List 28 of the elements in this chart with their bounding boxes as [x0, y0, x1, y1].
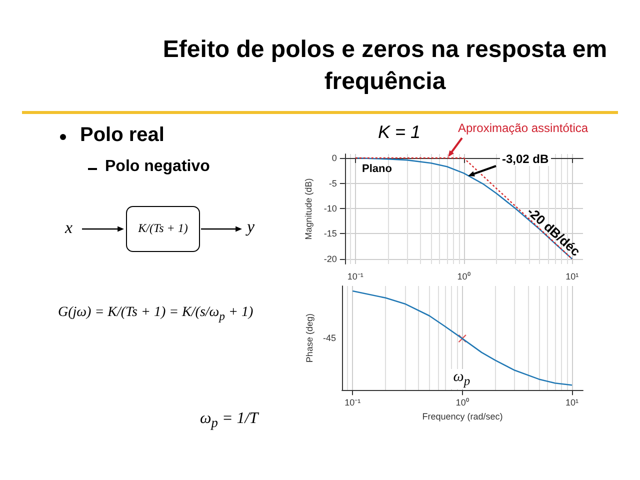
y-axis-title: Magnitude (dB) [304, 178, 314, 240]
text: ω$_{p}$ = 1/T [200, 410, 258, 432]
x-tick-label: 10⁰ [457, 272, 470, 282]
text: K = 1 [378, 122, 421, 143]
x-axis-title: Frequency (rad/sec) [422, 412, 503, 422]
x-tick-label: 10¹ [565, 398, 578, 408]
annotation: Plano [362, 163, 392, 175]
y-tick-label: -15 [324, 228, 337, 239]
y-tick-label: -5 [328, 178, 337, 188]
y-tick-label: 0 [332, 153, 337, 164]
text: -45 [323, 332, 336, 343]
x-tick-label: 10⁰ [456, 398, 469, 408]
annotation: ω$_{p}$ [449, 368, 474, 389]
y-tick-label: -20 [324, 254, 337, 264]
x-tick-label: 10⁻¹ [347, 272, 364, 282]
text: Aproximação assintótica [458, 121, 588, 135]
text: x [65, 218, 73, 238]
x-tick-label: 10¹ [566, 272, 579, 282]
chart-title: Efeito de polos e zeros na resposta em frequência [162, 35, 608, 97]
text: Polo negativo [105, 158, 210, 176]
text: Polo real [80, 124, 164, 147]
y-tick-label: -10 [324, 203, 337, 214]
text: y [247, 217, 255, 237]
text: G(jω) = K/(Ts + 1) = K/(s/ω$_{p}$ + 1) [58, 305, 254, 323]
x-tick-label: 10⁻¹ [344, 398, 361, 408]
y-axis-title: Phase (deg) [304, 314, 314, 363]
text: K/(Ts + 1) [137, 221, 189, 236]
annotation: -3,02 dB [500, 152, 551, 166]
